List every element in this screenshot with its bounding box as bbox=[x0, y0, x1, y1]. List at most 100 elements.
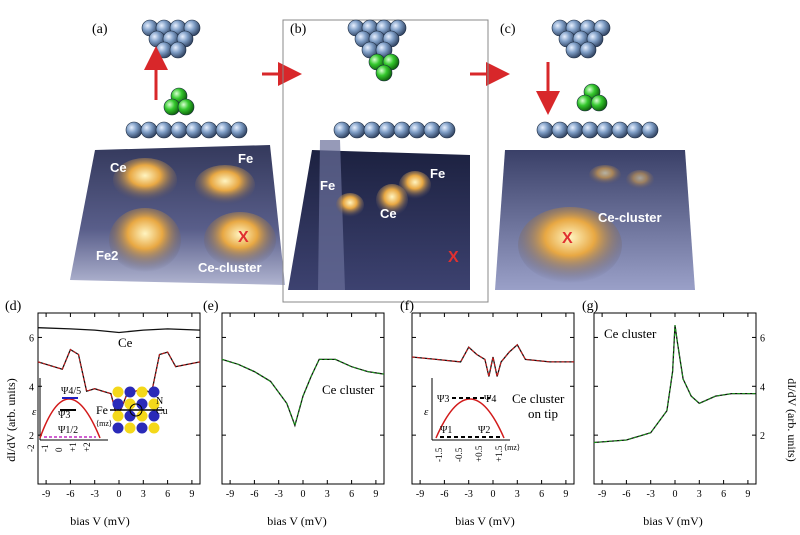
atom-label-ce: Ce bbox=[110, 160, 127, 175]
atom-sphere bbox=[438, 121, 456, 139]
atom-sphere bbox=[579, 41, 597, 59]
y-tick-label: 2 bbox=[29, 431, 34, 442]
inset-f-mz: ⟨mz⟩ bbox=[504, 443, 520, 452]
curve-label-ce-cluster-e: Ce cluster bbox=[322, 382, 375, 397]
inset-f-psi1: Ψ1 bbox=[440, 425, 452, 436]
bump-ce-cluster-c bbox=[518, 207, 622, 283]
y-tick-label: 4 bbox=[29, 382, 34, 393]
lattice-atom bbox=[112, 386, 124, 398]
inset-f-psi4: Ψ4 bbox=[484, 394, 496, 405]
panel-f-label: (f) bbox=[400, 299, 414, 314]
x-tick-label: 0 bbox=[301, 489, 306, 500]
lattice-atom bbox=[148, 422, 160, 434]
atom-sphere bbox=[363, 121, 381, 139]
x-tick-label: -6 bbox=[250, 489, 258, 500]
inset-d-psi-mid: Ψ3 bbox=[58, 410, 70, 421]
x-tick-label: -3 bbox=[275, 489, 283, 500]
fit-line bbox=[593, 325, 756, 443]
panel-d-label: (d) bbox=[5, 299, 22, 314]
ce-atom-sphere bbox=[576, 94, 594, 112]
x-tick-label: -3 bbox=[465, 489, 473, 500]
bump-ce-b bbox=[376, 184, 408, 216]
inset-f: Ψ3 Ψ4 Ψ1 Ψ2 ε ⟨mz⟩ -1.5 -0.5 +0.5 +1.5 bbox=[424, 378, 520, 462]
x-tick-label: 6 bbox=[539, 489, 544, 500]
series-line bbox=[221, 358, 385, 428]
atom-label-ce-b: Ce bbox=[380, 206, 397, 221]
panel-c-label: (c) bbox=[500, 22, 516, 37]
xlabel-f: bias V (mV) bbox=[455, 514, 515, 528]
x-tick-label: 6 bbox=[349, 489, 354, 500]
green-atoms-a bbox=[163, 87, 195, 116]
lattice-atom bbox=[124, 386, 136, 398]
inset-f-eps: ε bbox=[424, 406, 429, 418]
atom-row-a bbox=[125, 121, 248, 139]
atom-sphere bbox=[378, 121, 396, 139]
atom-sphere bbox=[393, 121, 411, 139]
y-tick-label: 6 bbox=[760, 333, 765, 344]
panel-c: (c) Ce-cluster X bbox=[495, 19, 695, 290]
atom-sphere bbox=[626, 121, 644, 139]
atom-sphere bbox=[140, 121, 158, 139]
bump-small-c1 bbox=[589, 165, 621, 185]
marker-x-a: X bbox=[238, 229, 249, 246]
curve-label-f-2: on tip bbox=[528, 406, 558, 421]
inset-f-tick: -1.5 bbox=[434, 447, 444, 462]
ce-atom-sphere bbox=[177, 98, 195, 116]
bump-fe2 bbox=[109, 208, 181, 272]
lattice-n-label: N bbox=[156, 396, 163, 407]
x-tick-label: -9 bbox=[416, 489, 424, 500]
lattice-cu-label: Cu bbox=[156, 406, 168, 417]
x-tick-label: -3 bbox=[91, 489, 99, 500]
x-tick-label: 9 bbox=[745, 489, 750, 500]
panel-g-label: (g) bbox=[582, 299, 599, 314]
ce-atom-sphere bbox=[590, 94, 608, 112]
lattice-atom bbox=[112, 398, 124, 410]
xlabel-d: bias V (mV) bbox=[70, 514, 130, 528]
atom-sphere bbox=[169, 41, 187, 59]
atom-sphere bbox=[170, 121, 188, 139]
atom-sphere bbox=[155, 121, 173, 139]
atom-sphere bbox=[333, 121, 351, 139]
bump-fe bbox=[195, 165, 255, 205]
atom-sphere bbox=[565, 41, 583, 59]
atom-sphere bbox=[423, 121, 441, 139]
ce-atom-sphere bbox=[375, 64, 393, 82]
x-tick-label: -6 bbox=[622, 489, 630, 500]
lattice-atom bbox=[136, 386, 148, 398]
atom-sphere bbox=[348, 121, 366, 139]
spectra-plots: -9 -6 -3 0 3 6 9 2 4 6 -9 -6 -3 0 3 6 9 -9 -6 -3 0 3 6 9 -9 -6 -3 0… bbox=[29, 312, 765, 500]
inset-d-tick: -2 bbox=[26, 445, 36, 453]
inset-d-psi-top: Ψ4/5 bbox=[61, 386, 81, 397]
series-line bbox=[411, 343, 574, 377]
inset-d-tick: -1 bbox=[40, 445, 50, 453]
atom-sphere bbox=[230, 121, 248, 139]
inset-d-mz: ⟨mz⟩ bbox=[96, 419, 112, 428]
marker-x-c: X bbox=[562, 230, 573, 247]
lattice-atom bbox=[136, 410, 148, 422]
atom-sphere bbox=[215, 121, 233, 139]
atom-sphere bbox=[536, 121, 554, 139]
y-tick-label: 4 bbox=[760, 382, 765, 393]
lattice-atom bbox=[148, 386, 160, 398]
inset-d-eps: ε bbox=[32, 406, 37, 418]
atom-sphere bbox=[581, 121, 599, 139]
x-tick-label: -6 bbox=[440, 489, 448, 500]
lattice-atom bbox=[112, 422, 124, 434]
x-tick-label: -9 bbox=[226, 489, 234, 500]
atom-sphere bbox=[185, 121, 203, 139]
bump-ce-cluster bbox=[204, 212, 276, 268]
atom-row-c bbox=[536, 121, 659, 139]
panel-a: (a) Ce Fe Fe2 Ce-cluster X bbox=[70, 19, 285, 285]
x-tick-label: 3 bbox=[141, 489, 146, 500]
panel-b-label: (b) bbox=[290, 22, 307, 37]
atom-sphere bbox=[155, 41, 173, 59]
x-tick-label: -9 bbox=[42, 489, 50, 500]
lattice-atom bbox=[136, 422, 148, 434]
bump-ce bbox=[113, 158, 177, 202]
bump-fe-b1 bbox=[336, 193, 364, 217]
inset-f-psi3: Ψ3 bbox=[437, 394, 449, 405]
y-tick-label: 2 bbox=[760, 431, 765, 442]
inset-d-tick: 0 bbox=[54, 447, 64, 452]
x-tick-label: 9 bbox=[373, 489, 378, 500]
ylabel-left: dI/dV (arb. units) bbox=[4, 378, 18, 461]
